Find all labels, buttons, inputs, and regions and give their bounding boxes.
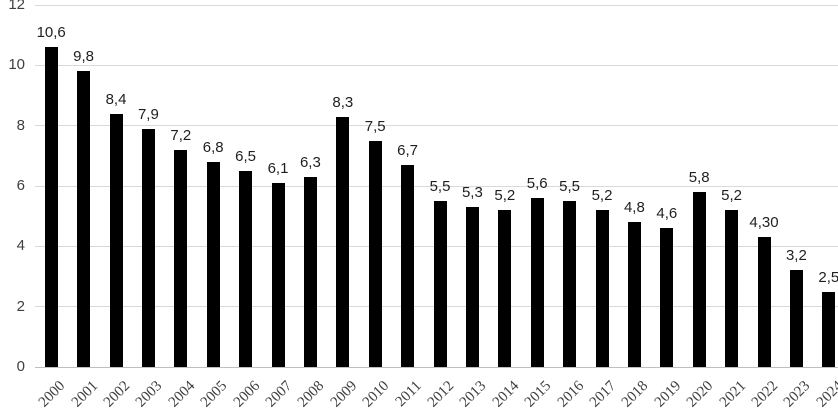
x-tick-label: 2002: [100, 378, 134, 411]
data-label: 7,9: [137, 105, 159, 123]
x-tick-label: 2023: [781, 378, 814, 411]
data-label: 5,6: [526, 175, 548, 193]
data-label: 6,8: [202, 138, 224, 156]
x-tick-label: 2007: [262, 378, 296, 411]
data-label: 3,2: [785, 247, 807, 265]
bar: [206, 161, 220, 367]
gridline: [35, 125, 838, 127]
data-label: 7,2: [170, 126, 192, 144]
bar: [433, 201, 447, 367]
data-label: 4,6: [656, 205, 678, 223]
data-label: 5,8: [688, 169, 710, 187]
bar: [789, 270, 803, 367]
bar: [627, 222, 641, 367]
bar: [660, 228, 674, 367]
data-label: 8,3: [332, 93, 354, 111]
data-label: 9,8: [73, 48, 95, 66]
x-tick-label: 2003: [133, 378, 166, 411]
y-tick-label: 6: [16, 177, 25, 194]
bar: [725, 210, 739, 367]
data-label: 5,5: [559, 178, 581, 196]
y-tick-label: 4: [16, 237, 25, 255]
x-tick-label: 2020: [683, 378, 717, 411]
bar: [336, 116, 350, 367]
bar: [77, 71, 91, 367]
data-label: 6,1: [267, 159, 289, 177]
data-label: 6,7: [397, 141, 419, 159]
x-tick-label: 2008: [295, 378, 328, 411]
x-tick-label: 2017: [586, 378, 620, 411]
bar: [465, 207, 479, 367]
bar: [174, 149, 188, 367]
x-tick-label: 2022: [748, 378, 782, 411]
x-tick-label: 2001: [68, 378, 101, 411]
data-label: 4,30: [749, 214, 779, 232]
data-label: 10,6: [36, 24, 66, 42]
data-label: 2,5: [818, 268, 838, 286]
data-label: 6,5: [235, 147, 257, 165]
gridline: [35, 64, 838, 66]
x-tick-label: 2014: [489, 378, 523, 411]
x-tick-label: 2005: [197, 378, 231, 411]
bar: [401, 164, 415, 367]
data-label: 5,3: [461, 184, 483, 202]
bar: [368, 140, 382, 367]
data-label: 8,4: [105, 90, 127, 108]
x-axis-line: [35, 366, 838, 368]
y-tick-label: 2: [16, 297, 25, 315]
x-tick-label: 2009: [327, 378, 361, 411]
x-tick-label: 2000: [35, 378, 69, 411]
x-tick-label: 2004: [165, 378, 199, 411]
x-tick-label: 2011: [392, 378, 425, 411]
x-tick-label: 2010: [359, 378, 393, 411]
y-tick-label: 12: [8, 0, 25, 13]
bar: [271, 182, 285, 367]
x-tick-label: 2006: [230, 378, 263, 411]
data-label: 7,5: [364, 117, 386, 135]
bar: [109, 113, 123, 367]
y-tick-label: 10: [8, 56, 25, 74]
bar: [498, 210, 512, 367]
bar: [563, 201, 577, 367]
data-label: 5,2: [721, 187, 743, 205]
bar: [44, 47, 58, 367]
data-label: 5,2: [591, 187, 613, 205]
x-tick-label: 2024: [813, 378, 838, 411]
gridline: [35, 4, 838, 6]
x-tick-label: 2015: [521, 378, 555, 411]
bar: [303, 176, 317, 367]
bar: [757, 237, 771, 367]
data-label: 5,2: [494, 187, 516, 205]
data-label: 6,3: [299, 153, 321, 171]
y-tick-label: 8: [16, 116, 25, 134]
gridline: [35, 185, 838, 187]
bar: [692, 192, 706, 367]
x-tick-label: 2016: [554, 378, 587, 411]
bar: [239, 170, 253, 367]
x-tick-label: 2013: [457, 378, 490, 411]
x-tick-label: 2018: [619, 378, 652, 411]
x-tick-label: 2019: [651, 378, 685, 411]
y-tick-label: 0: [16, 358, 25, 375]
data-label: 5,5: [429, 178, 451, 196]
x-tick-label: 2012: [424, 378, 458, 411]
bar: [530, 198, 544, 367]
data-label: 4,8: [623, 199, 645, 217]
bar: [141, 128, 155, 367]
x-tick-label: 2021: [716, 378, 749, 411]
bar: [822, 291, 836, 367]
bar: [595, 210, 609, 367]
